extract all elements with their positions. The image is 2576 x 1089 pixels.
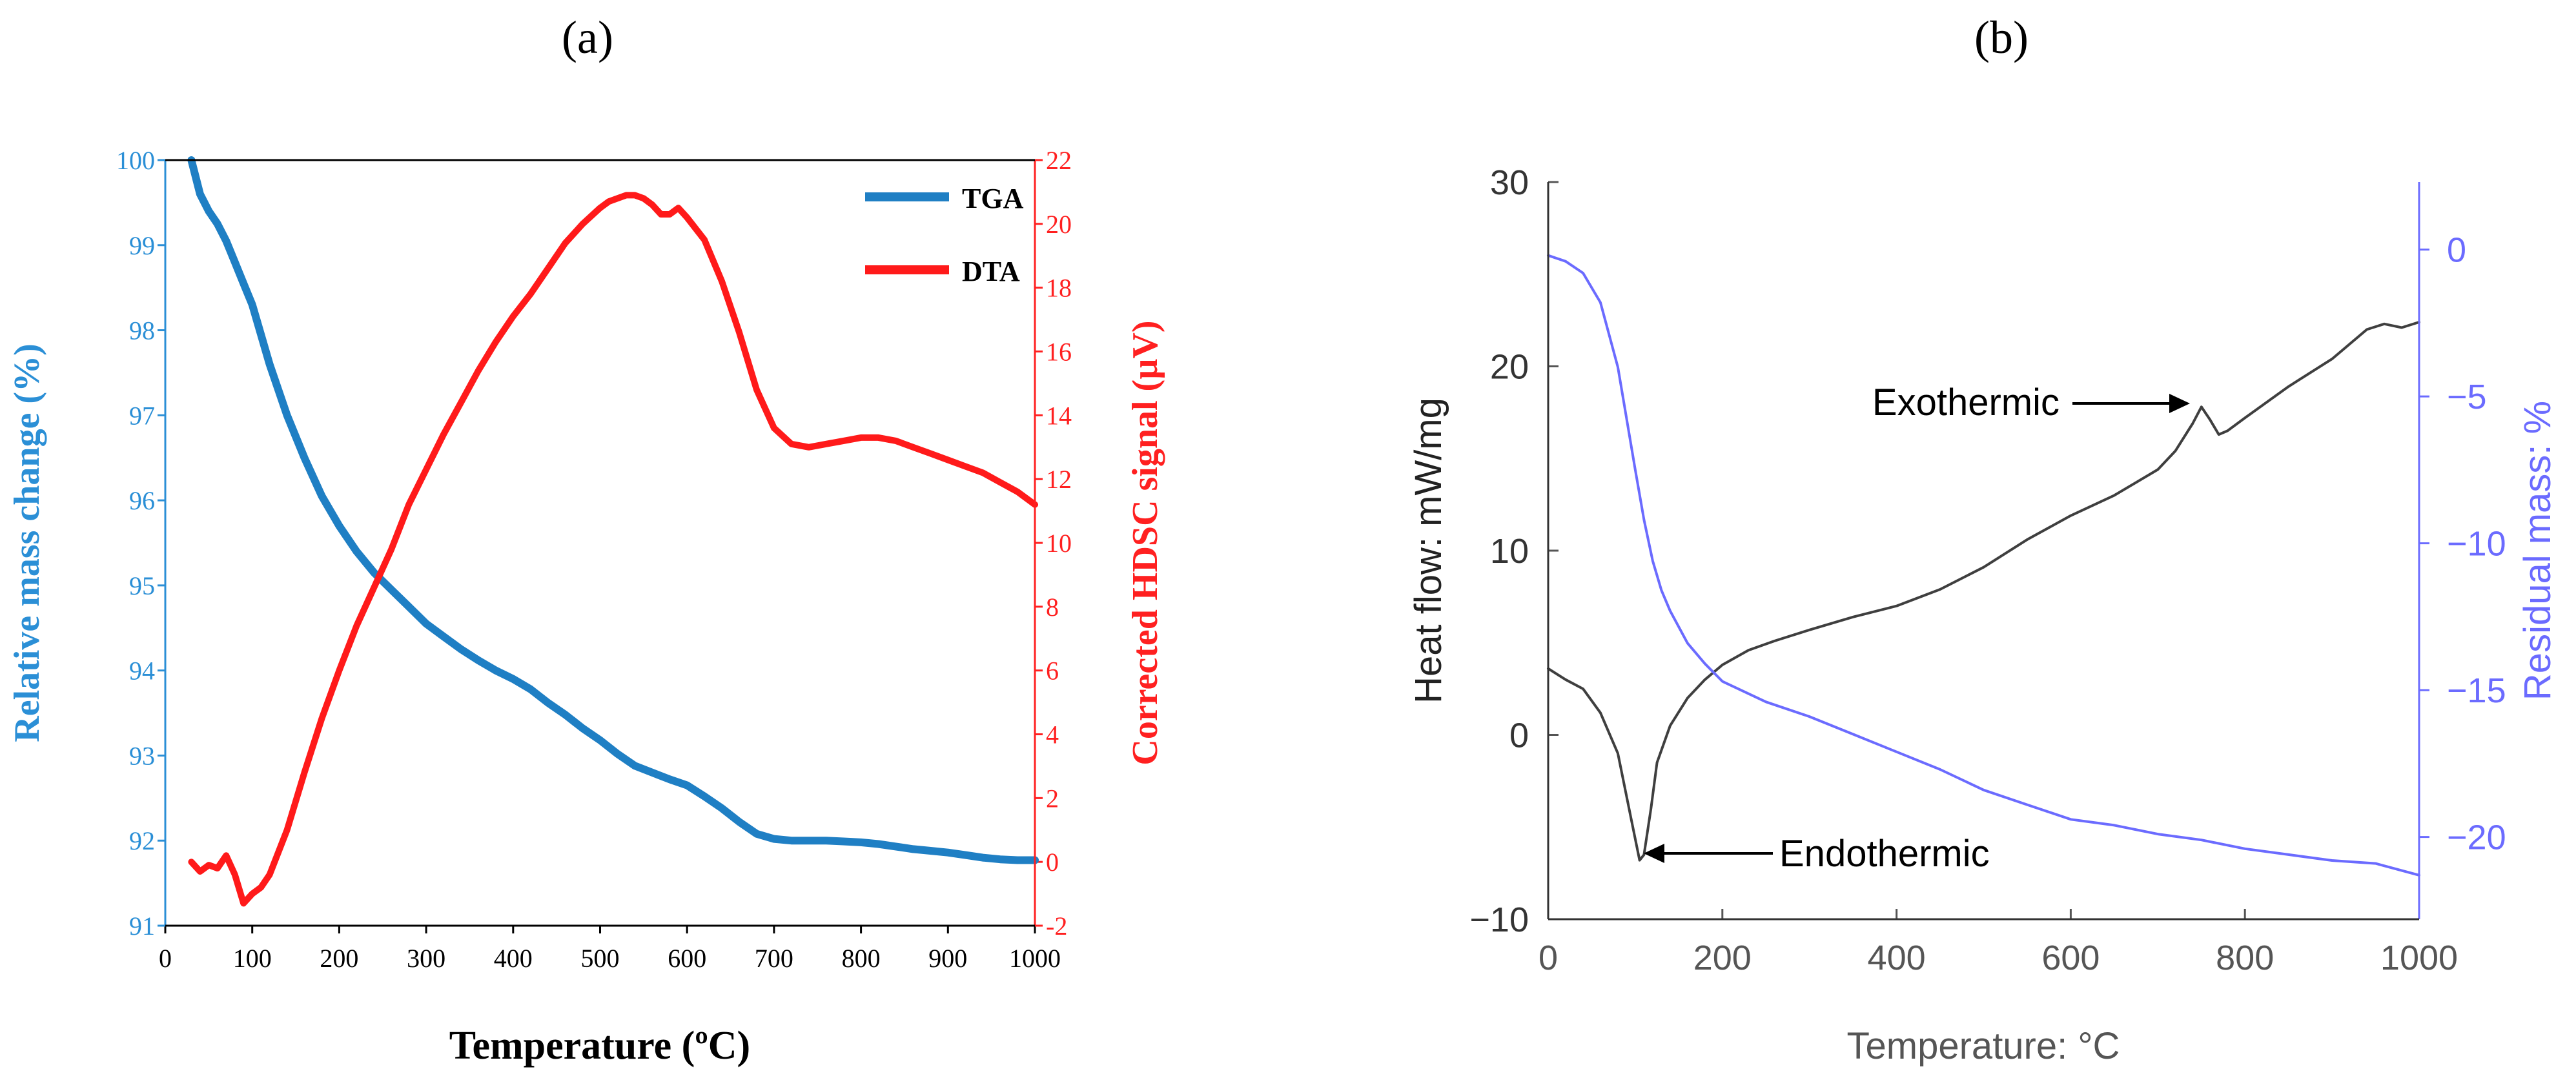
panel-label-a: (a) — [562, 12, 613, 63]
y2-tick-label: 6 — [1046, 656, 1059, 686]
y-tick-label: 94 — [129, 656, 155, 686]
chart-b-lines — [1547, 254, 2420, 877]
x-tick-label: 400 — [1868, 939, 1926, 977]
x-tick-label: 0 — [1538, 939, 1558, 977]
chart-b-y2-axis-label: Residual mass: % — [2517, 401, 2559, 700]
x-tick-label: 0 — [159, 944, 172, 973]
y-tick-label: 100 — [116, 146, 155, 175]
chart-a-legend: TGA DTA — [865, 183, 1024, 287]
chart-b-y-axis-label: Heat flow: mW/mg — [1407, 398, 1449, 704]
y2-tick-label: 14 — [1046, 401, 1072, 430]
y-tick-label: 97 — [129, 401, 155, 430]
x-tick-label: 200 — [1693, 939, 1752, 977]
y-tick-label: 91 — [129, 911, 155, 941]
y-tick-label: 99 — [129, 231, 155, 260]
y2-tick-label: 2 — [1046, 784, 1059, 813]
y2-tick-label: 12 — [1046, 465, 1072, 494]
chart-a-lines — [187, 156, 1039, 907]
y2-tick-label: 22 — [1046, 146, 1072, 175]
chart-a-x-axis-label: Temperature (ºC) — [449, 1024, 750, 1068]
chart-a-ticks: 0 100 200 300 400 500 600 700 800 900 100091929394… — [116, 146, 1072, 973]
x-tick-label: 1000 — [1009, 944, 1061, 973]
x-tick-label: 600 — [668, 944, 706, 973]
annotation-endothermic-arrowhead — [1644, 844, 1664, 863]
x-tick-label: 1000 — [2380, 939, 2458, 977]
y-tick-label: 30 — [1490, 163, 1529, 202]
series-line-tga — [187, 156, 1039, 864]
x-tick-label: 100 — [233, 944, 272, 973]
chart-b-x-axis-label: Temperature: °C — [1847, 1025, 2120, 1067]
y-tick-label: −10 — [1469, 901, 1529, 939]
x-tick-label: 200 — [320, 944, 358, 973]
y2-tick-label: 16 — [1046, 338, 1072, 367]
x-tick-label: 600 — [2041, 939, 2100, 977]
annotation-endothermic: Endothermic — [1644, 833, 1990, 875]
annotation-exothermic-label: Exothermic — [1872, 382, 2060, 423]
y2-tick-label: 18 — [1046, 274, 1072, 303]
y-tick-label: 10 — [1490, 532, 1529, 571]
series-line-dta — [188, 192, 1038, 907]
x-tick-label: 500 — [581, 944, 620, 973]
y-tick-label: 20 — [1490, 347, 1529, 386]
annotation-endothermic-label: Endothermic — [1779, 833, 1990, 875]
annotation-exothermic: Exothermic — [1872, 382, 2190, 423]
y-tick-label: 96 — [129, 486, 155, 515]
y2-tick-label: 0 — [2447, 231, 2466, 270]
y2-tick-label: -2 — [1046, 911, 1067, 941]
y2-tick-label: 20 — [1046, 210, 1072, 239]
y2-tick-label: −15 — [2447, 671, 2506, 710]
x-tick-label: 700 — [755, 944, 793, 973]
y-tick-label: 0 — [1509, 716, 1529, 755]
panel-label-b: (b) — [1974, 12, 2029, 63]
y2-tick-label: −20 — [2447, 819, 2506, 857]
legend-label-dta: DTA — [962, 256, 1020, 287]
x-tick-label: 800 — [2216, 939, 2274, 977]
y2-tick-label: 8 — [1046, 593, 1059, 622]
x-tick-label: 900 — [928, 944, 967, 973]
x-tick-label: 400 — [494, 944, 533, 973]
chart-a-y2-axis-label: Corrected HDSC signal (µV) — [1125, 320, 1165, 765]
y2-tick-label: 10 — [1046, 529, 1072, 558]
chart-a: 0 100 200 300 400 500 600 700 800 900 100091929394… — [7, 146, 1165, 1068]
y2-tick-label: 0 — [1046, 848, 1059, 877]
y2-tick-label: −5 — [2447, 378, 2487, 416]
chart-a-y-axis-label: Relative mass change (%) — [7, 343, 47, 742]
chart-b: 0 200 400 600 800 1000−1001020300−5−10−15−20 … — [1407, 163, 2559, 1067]
annotation-exothermic-arrowhead — [2169, 394, 2190, 413]
x-tick-label: 800 — [842, 944, 881, 973]
y2-tick-label: −10 — [2447, 525, 2506, 564]
y-tick-label: 95 — [129, 571, 155, 600]
series-line-residual-mass — [1547, 254, 2420, 877]
y-tick-label: 98 — [129, 316, 155, 345]
legend-label-tga: TGA — [962, 183, 1024, 214]
y-tick-label: 92 — [129, 826, 155, 855]
x-tick-label: 300 — [407, 944, 445, 973]
y2-tick-label: 4 — [1046, 720, 1059, 749]
series-line-heat-flow — [1547, 321, 2420, 862]
y-tick-label: 93 — [129, 741, 155, 770]
